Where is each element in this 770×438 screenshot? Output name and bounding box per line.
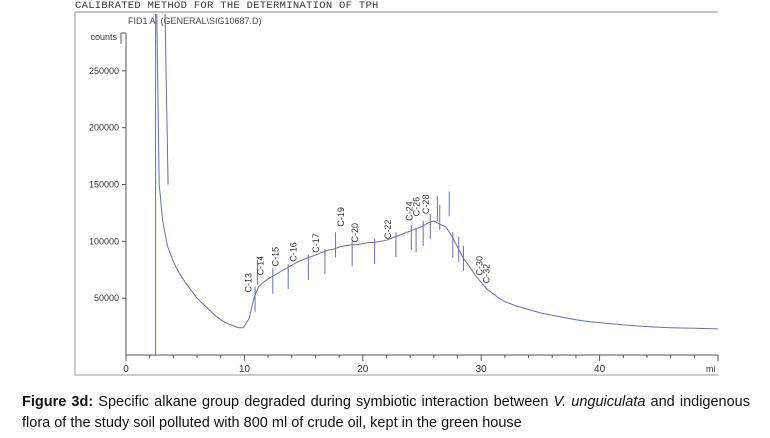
- figure-label: Figure 3d:: [22, 394, 94, 410]
- peak-label: C-22: [383, 220, 393, 240]
- peak-label: C-30: [474, 256, 484, 276]
- caption-species: V. unguiculata: [553, 394, 646, 410]
- peak-label: C-14: [255, 256, 265, 276]
- caption-text-2: and indigenous flora of the study soil p…: [22, 394, 750, 431]
- peak-label: C-13: [244, 273, 254, 293]
- peak-label: C-19: [336, 207, 346, 227]
- peak-label: C-28: [421, 195, 431, 215]
- y-tick-label: 50000: [94, 293, 119, 303]
- peak-label: C-16: [288, 242, 298, 262]
- y-tick-label: 250000: [89, 66, 119, 76]
- y-tick-label: 200000: [89, 123, 119, 133]
- x-tick-label: 10: [239, 364, 251, 375]
- chromatogram-line: [156, 13, 719, 330]
- x-tick-label: 0: [123, 364, 129, 375]
- x-tick-label: 30: [476, 364, 488, 375]
- x-axis-label: mi: [706, 364, 716, 374]
- method-header: CALIBRATED METHOD FOR THE DETERMINATION …: [75, 0, 379, 12]
- x-tick-label: 20: [357, 364, 369, 375]
- peak-label: C-20: [350, 223, 360, 243]
- peak-labels: C-13C-14 C-15 C-16 C-17 C-19 C-20 C-22 C-24C-26…: [244, 195, 492, 293]
- peak-label: C-24: [405, 201, 415, 221]
- signal-label: FID1 A, (GENERAL\SIG10687.D): [128, 16, 262, 26]
- y-tick-label: 100000: [89, 236, 119, 246]
- peak-label: C-32: [481, 264, 491, 284]
- y-tick-label: 150000: [89, 180, 119, 190]
- y-axis-label: counts: [90, 32, 117, 42]
- chart-ticks: 50000 100000 150000 200000 250000 0 10 20 30 40 mi: [89, 66, 719, 375]
- figure-caption: Figure 3d: Specific alkane group degrade…: [22, 392, 750, 434]
- chromatogram-trace: [155, 13, 719, 355]
- x-tick-label: 40: [594, 364, 606, 375]
- peak-label: C-17: [311, 233, 321, 253]
- solvent-peak-fall: [164, 13, 169, 185]
- chart-axes: FID1 A, (GENERAL\SIG10687.D) counts: [74, 11, 718, 376]
- peak-label: C-15: [271, 247, 281, 267]
- peak-label: C-26: [412, 197, 422, 217]
- caption-text-1: Specific alkane group degraded during sy…: [93, 394, 554, 410]
